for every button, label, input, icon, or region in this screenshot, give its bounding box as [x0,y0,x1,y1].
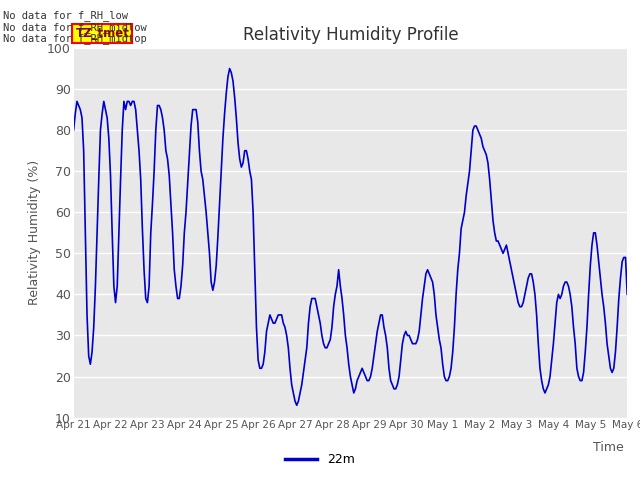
Title: Relativity Humidity Profile: Relativity Humidity Profile [243,25,458,44]
Text: Time: Time [593,441,624,454]
Text: TZ_tmet: TZ_tmet [76,27,129,40]
Text: No data for f_RH_low: No data for f_RH_low [3,11,128,22]
Y-axis label: Relativity Humidity (%): Relativity Humidity (%) [28,160,42,305]
Legend: 22m: 22m [280,448,360,471]
Text: No data for f_RH_midtop: No data for f_RH_midtop [3,33,147,44]
Text: No data for f_RH_midlow: No data for f_RH_midlow [3,22,147,33]
